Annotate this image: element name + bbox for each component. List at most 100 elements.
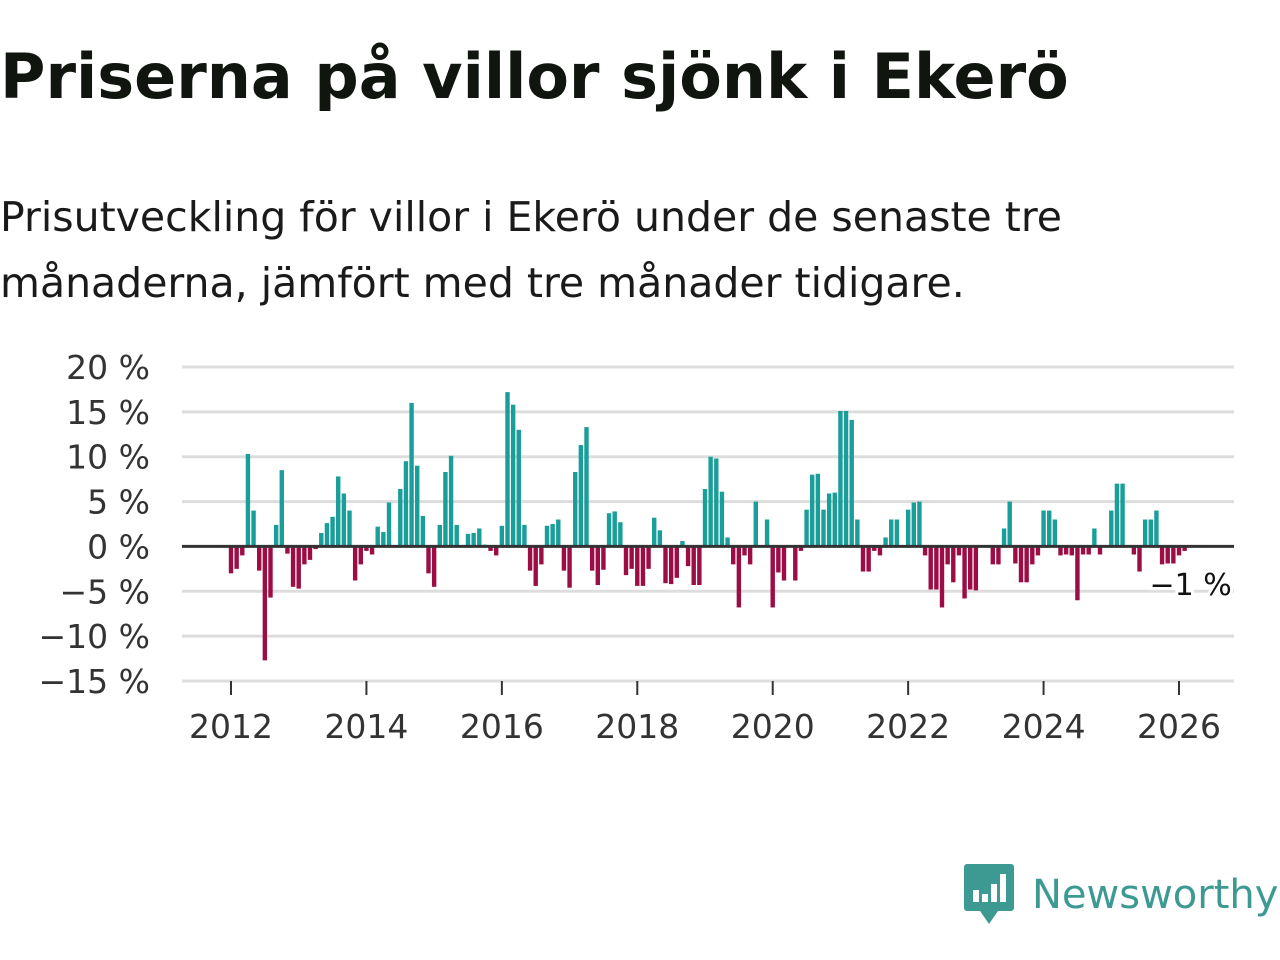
bar bbox=[448, 455, 454, 547]
bar bbox=[443, 471, 448, 547]
bar bbox=[1018, 546, 1024, 583]
bar bbox=[674, 546, 679, 578]
bar bbox=[550, 524, 555, 547]
bar bbox=[968, 546, 973, 590]
x-tick-label: 2014 bbox=[324, 707, 408, 746]
bar bbox=[251, 510, 256, 547]
bar bbox=[1024, 546, 1029, 583]
bar bbox=[849, 419, 854, 547]
bar bbox=[951, 546, 956, 583]
bar bbox=[714, 458, 719, 547]
y-tick-label: −5 % bbox=[60, 572, 151, 611]
bar bbox=[352, 546, 358, 581]
bar bbox=[454, 524, 459, 547]
y-tick-label: 0 % bbox=[87, 527, 150, 566]
bar bbox=[386, 502, 392, 547]
bar bbox=[618, 522, 623, 547]
bar bbox=[578, 445, 584, 547]
bar bbox=[567, 546, 572, 588]
y-tick-label: 10 % bbox=[66, 438, 150, 477]
bar bbox=[499, 525, 505, 547]
bar bbox=[1013, 546, 1018, 564]
bar bbox=[601, 546, 606, 570]
bar bbox=[770, 546, 775, 608]
x-tick-label: 2024 bbox=[1002, 707, 1086, 746]
bar bbox=[1148, 519, 1153, 547]
x-tick-label: 2018 bbox=[595, 707, 679, 746]
bar bbox=[922, 546, 928, 556]
x-tick-label: 2012 bbox=[189, 707, 273, 746]
bar bbox=[623, 546, 629, 576]
bar bbox=[781, 546, 787, 581]
bar bbox=[1137, 546, 1142, 572]
bar bbox=[889, 519, 894, 547]
bar bbox=[663, 546, 668, 584]
bar bbox=[369, 546, 375, 555]
bar bbox=[996, 546, 1001, 565]
bar bbox=[1131, 546, 1137, 555]
y-tick-label: 5 % bbox=[87, 483, 150, 522]
bar bbox=[652, 517, 657, 547]
y-axis: 20 % 15 % 10 % 5 % 0 % −5 % −10 % −15 % bbox=[39, 348, 151, 701]
gridlines bbox=[182, 365, 1234, 683]
bar bbox=[646, 546, 651, 569]
bar bbox=[1058, 546, 1063, 556]
bar bbox=[843, 410, 849, 547]
bar bbox=[731, 546, 736, 565]
bar bbox=[324, 523, 330, 547]
bar bbox=[533, 546, 538, 586]
bar bbox=[510, 404, 516, 547]
y-tick-label: 15 % bbox=[66, 393, 150, 432]
bar bbox=[945, 546, 950, 565]
bar bbox=[426, 546, 431, 574]
bar bbox=[1069, 546, 1074, 556]
bar bbox=[1114, 483, 1120, 547]
bar bbox=[302, 546, 307, 565]
bar bbox=[234, 546, 239, 569]
brand-name: Newsworthy bbox=[1032, 872, 1279, 918]
bar bbox=[595, 546, 600, 586]
bar bbox=[742, 546, 747, 556]
bar bbox=[804, 509, 809, 547]
y-tick-label: −10 % bbox=[39, 617, 151, 656]
bar bbox=[810, 474, 815, 547]
bar bbox=[403, 461, 409, 547]
bar bbox=[815, 473, 821, 547]
bar bbox=[725, 537, 730, 547]
bar bbox=[347, 510, 352, 547]
bar bbox=[1086, 546, 1091, 555]
bar bbox=[691, 546, 696, 586]
bar bbox=[420, 515, 426, 547]
bar bbox=[364, 546, 369, 551]
bar bbox=[928, 546, 933, 590]
bar bbox=[415, 465, 420, 547]
bar bbox=[764, 519, 770, 547]
last-value-annotation: −1 % bbox=[1147, 565, 1235, 606]
bar bbox=[753, 501, 758, 547]
bar bbox=[905, 509, 911, 547]
bar bbox=[838, 410, 843, 547]
bar bbox=[505, 392, 510, 547]
bar bbox=[573, 471, 578, 547]
bar bbox=[1109, 510, 1114, 547]
bar bbox=[860, 546, 866, 572]
bar bbox=[556, 519, 561, 547]
last-value-label: −1 % bbox=[1150, 568, 1232, 603]
bar bbox=[375, 526, 380, 547]
bar bbox=[821, 509, 826, 547]
bar bbox=[1159, 546, 1165, 565]
bar bbox=[1075, 546, 1080, 601]
bar bbox=[285, 546, 290, 554]
bar bbox=[798, 546, 804, 551]
bar bbox=[437, 524, 442, 547]
bar bbox=[934, 546, 939, 590]
x-tick-label: 2022 bbox=[866, 707, 950, 746]
bar bbox=[939, 546, 945, 608]
bar bbox=[330, 516, 335, 547]
bar bbox=[584, 427, 589, 547]
bar bbox=[245, 454, 251, 547]
bar bbox=[319, 532, 324, 547]
bar bbox=[262, 546, 268, 661]
bar bbox=[240, 546, 245, 556]
bar bbox=[268, 546, 273, 598]
